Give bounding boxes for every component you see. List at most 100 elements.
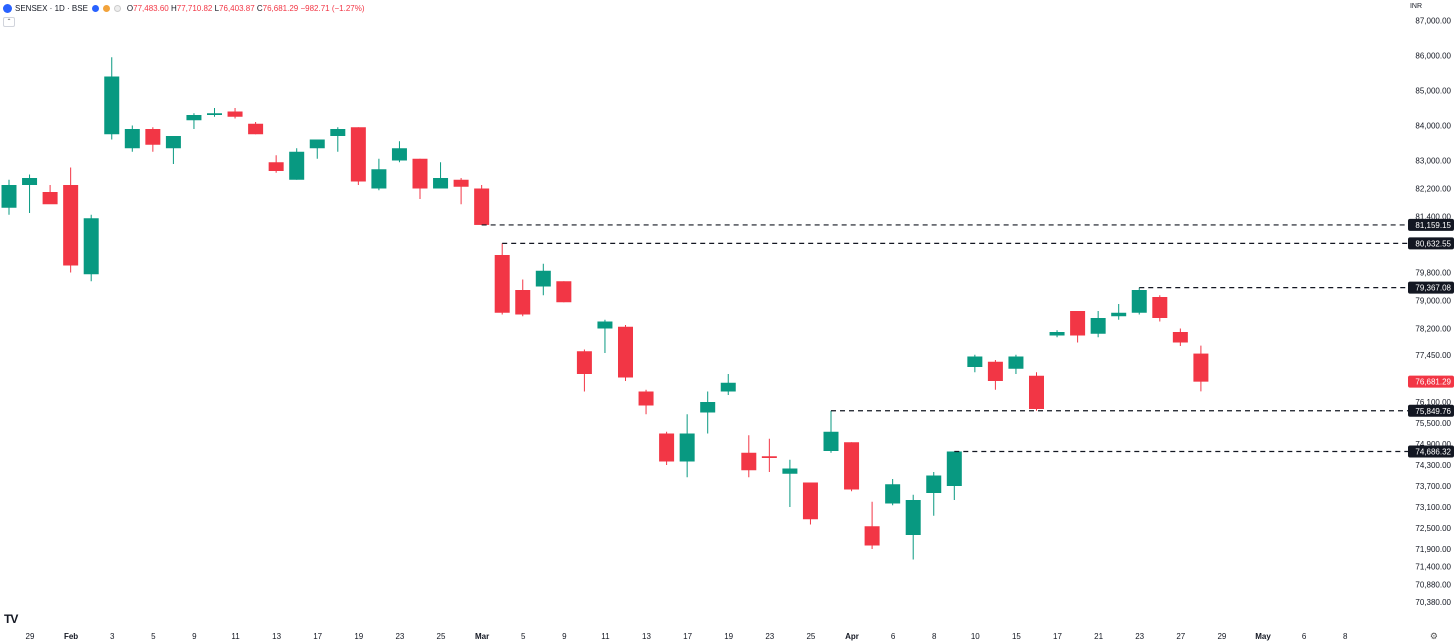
candle-body [1008,356,1024,369]
low-value: 76,403.87 [219,3,255,13]
level-tag [1408,281,1454,294]
level-tag [1408,218,1454,231]
close-value: 76,681.29 [262,3,299,13]
candle-body [761,456,777,458]
y-tick-label: 73,100.00 [1415,503,1451,512]
flag-icon[interactable] [113,4,121,12]
y-tick-label: 71,900.00 [1415,545,1451,554]
y-tick-label: 72,500.00 [1415,524,1451,533]
candle-body [1152,297,1168,318]
y-tick-label: 74,300.00 [1415,461,1451,470]
y-tick-label: 79,000.00 [1415,297,1451,306]
x-tick-label: 5 [151,632,156,641]
x-tick-label: 17 [1053,632,1062,641]
x-tick-label: 6 [891,632,896,641]
candle-body [987,361,1003,381]
x-tick-label: 23 [395,632,404,641]
candle-body [145,129,161,145]
candle-body [165,136,181,149]
x-tick-label: 11 [231,632,240,641]
candle-body [104,76,120,135]
candle-body [207,113,222,115]
y-tick-label: 84,000.00 [1415,122,1451,131]
candle-body [391,148,407,161]
last-price-tag [1408,375,1454,388]
tradingview-logo-icon[interactable]: TV [4,612,18,626]
candle-body [926,475,942,493]
x-tick-label: May [1255,632,1271,641]
candle-body [83,218,99,275]
x-tick-label: 23 [1135,632,1144,641]
x-tick-label: 13 [642,632,651,641]
x-tick-label: 19 [724,632,733,641]
candle-body [802,482,818,520]
y-tick-label: 74,900.00 [1415,440,1451,449]
candle-body [1049,332,1065,336]
y-tick-label: 70,380.00 [1415,598,1451,607]
candle-body [494,255,510,313]
symbol-logo-icon [3,3,12,13]
level-tag [1408,237,1454,250]
candle-body [864,526,880,546]
candle-body [268,162,284,171]
candle-body [186,115,202,121]
candle-body [453,179,469,187]
y-tick-label: 78,200.00 [1415,325,1451,334]
symbol-title[interactable]: SENSEX · 1D · BSE [15,3,88,13]
y-tick-label: 79,800.00 [1415,269,1451,278]
x-tick-label: 11 [601,632,610,641]
y-tick-label: 77,450.00 [1415,351,1451,360]
y-tick-label: 71,400.00 [1415,563,1451,572]
ohlc-readout: O77,483.60 H77,710.82 L76,403.87 C76,681… [127,4,365,13]
candle-body [124,129,140,149]
y-tick-label: 76,100.00 [1415,398,1451,407]
x-tick-label: 9 [562,632,567,641]
candle-body [905,500,921,535]
x-tick-label: 17 [683,632,692,641]
level-label: 74,686.32 [1415,447,1451,456]
candle-body [659,433,675,462]
candle-body [885,484,901,504]
candle-body [638,391,654,406]
x-tick-label: 27 [1176,632,1185,641]
candle-body [1090,318,1106,334]
x-tick-label: 21 [1094,632,1103,641]
x-tick-label: Feb [64,632,78,641]
high-value: 77,710.82 [176,3,213,13]
candle-body [330,129,346,136]
x-tick-label: 10 [971,632,980,641]
x-tick-label: 29 [26,632,35,641]
open-label: O [126,3,134,13]
candle-body [289,151,305,180]
y-tick-label: 75,500.00 [1415,419,1451,428]
x-tick-label: 8 [1343,632,1348,641]
change-value: −982.71 (−1.27%) [300,3,365,13]
x-tick-label: 6 [1302,632,1307,641]
y-tick-label: 82,200.00 [1415,185,1451,194]
candle-body [309,139,325,149]
x-tick-label: 19 [354,632,363,641]
y-tick-label: 86,000.00 [1415,52,1451,61]
level-label: 75,849.76 [1415,407,1451,416]
candle-body [1131,290,1147,313]
level-label: 79,367.08 [1415,284,1451,293]
candle-body [248,123,264,135]
candle-body [1193,353,1209,382]
gear-icon[interactable]: ⚙ [1429,631,1438,641]
x-tick-label: 5 [521,632,526,641]
candle-body [1172,332,1188,343]
candle-body [679,433,695,462]
candle-body [946,451,962,486]
candle-body [823,431,839,451]
collapse-legend-button[interactable]: ⌃ [3,17,15,27]
x-tick-label: 23 [765,632,774,641]
y-tick-label: 70,880.00 [1415,581,1451,590]
candle-body [782,468,798,474]
market-status-dot-icon [91,4,99,12]
open-value: 77,483.60 [133,3,169,13]
candle-body [618,326,633,378]
level-tag [1408,445,1454,458]
candle-body [63,185,79,266]
x-tick-label: 8 [932,632,937,641]
